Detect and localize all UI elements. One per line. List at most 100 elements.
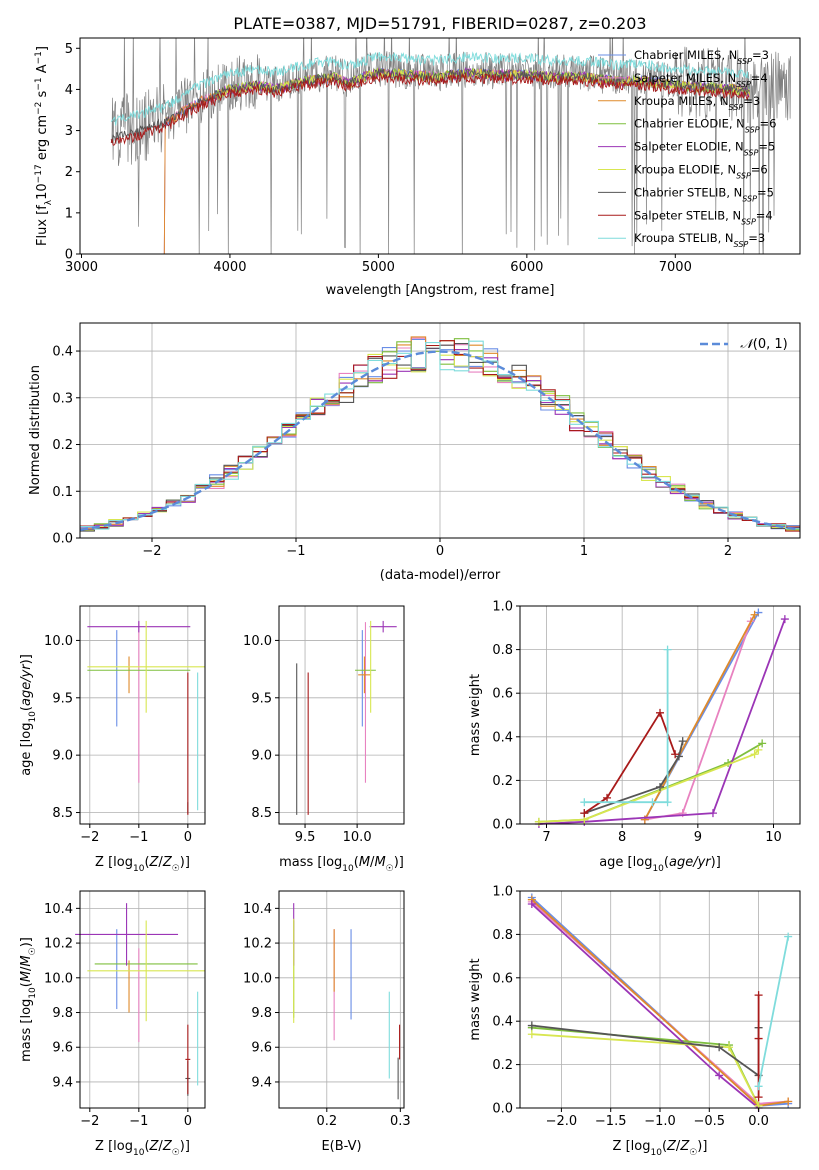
model-spectrum-kroupa-stelib <box>110 51 750 126</box>
x-tick-label: 3000 <box>65 260 98 275</box>
y-tick-label: 1 <box>65 206 73 221</box>
y-tick-label: 0.4 <box>492 730 513 745</box>
y-tick-label: 10.4 <box>243 902 272 917</box>
y-tick-label: 0.2 <box>492 774 513 789</box>
data-point <box>784 1097 793 1106</box>
data-point <box>754 1093 763 1102</box>
x-axis-label: Z [log10(Z/Z☉)] <box>95 1139 190 1158</box>
x-tick-label: 0.3 <box>390 1114 411 1129</box>
x-tick-label: −1.0 <box>644 1114 676 1129</box>
data-point <box>603 793 612 802</box>
axes-frame <box>278 605 405 825</box>
axes-frame <box>79 37 801 255</box>
x-tick-label: 1 <box>580 544 588 559</box>
legend-label-salpeter-miles: Salpeter MILES, NSSP=4 <box>634 71 768 89</box>
massweight-vs-metallicity-panel: −2.0 −1.5 −1.0 −0.5 0.0 0.0 0.2 0.4 0.6 0.8 1.0 Z [… <box>468 885 801 1158</box>
legend-label-chabrier-stelib: Chabrier STELIB, NSSP=5 <box>634 185 774 203</box>
series-salpeter-stelib <box>754 991 763 1102</box>
x-tick-label: 10.0 <box>343 830 372 845</box>
residuals-panel: −2 −1 0 1 2 0.0 0.1 0.2 0.3 0.4 (data-model)/error… <box>28 322 801 583</box>
x-tick-label: 8 <box>618 830 626 845</box>
series-line <box>538 749 760 823</box>
x-tick-label: 6000 <box>510 260 543 275</box>
data-point <box>580 798 589 807</box>
x-tick-label: 7 <box>542 830 550 845</box>
y-tick-label: 1.0 <box>492 885 513 900</box>
data-point <box>648 798 657 807</box>
legend-label-chabrier-miles: Chabrier MILES, NSSP=3 <box>634 48 769 66</box>
y-tick-label: 0.0 <box>52 532 73 547</box>
x-tick-label: −1 <box>286 544 305 559</box>
legend-label-normal: 𝒩(0, 1) <box>740 337 787 352</box>
axes-frame <box>519 605 801 825</box>
histogram-area <box>80 336 800 532</box>
axes-frame <box>278 890 405 1109</box>
y-tick-label: 0.4 <box>52 345 73 360</box>
y-tick-label: 9.4 <box>251 1075 272 1090</box>
y-tick-label: 2 <box>65 165 73 180</box>
data-point <box>750 610 759 619</box>
data-point <box>678 737 687 746</box>
data-point <box>663 645 672 654</box>
series-line <box>584 740 684 814</box>
data-point <box>750 750 759 759</box>
y-tick-label: 8.5 <box>52 806 73 821</box>
data-point <box>527 900 536 909</box>
y-tick-label: 0.8 <box>492 643 513 658</box>
data-point <box>663 798 672 807</box>
y-axis-label: mass [log10(M/M☉)] <box>19 937 38 1062</box>
x-axis-label: Z [log10(Z/Z☉)] <box>95 855 190 874</box>
massweight-vs-age-panel: 7 8 9 10 0.0 0.2 0.4 0.6 0.8 1.0 age [log10(age/yr… <box>468 600 801 874</box>
y-tick-label: 10.2 <box>243 937 272 952</box>
data-point <box>715 1071 724 1080</box>
spectrum-panel: 3000 4000 5000 6000 7000 0 1 2 3 4 5 wavelength [An… <box>34 37 801 298</box>
x-tick-label: 0.2 <box>316 1114 337 1129</box>
y-tick-label: 9.8 <box>251 1006 272 1021</box>
x-tick-label: 0 <box>184 1114 192 1129</box>
errorbar-kroupa-elodie <box>87 920 205 1022</box>
legend-label-kroupa-miles: Kroupa MILES, NSSP=3 <box>634 94 760 112</box>
x-tick-label: −2 <box>80 1114 99 1129</box>
data-point <box>754 1082 763 1091</box>
y-axis-label: mass weight <box>468 958 483 1040</box>
series-line <box>531 1024 760 1078</box>
mass-vs-ebv-panel: 0.2 0.3 9.4 9.6 9.8 10.0 10.2 10.4 E(B-V) <box>243 890 411 1154</box>
series-chabrier-elodie <box>534 739 767 826</box>
y-tick-label: 9.6 <box>52 1041 73 1056</box>
x-tick-label: −2.0 <box>546 1114 578 1129</box>
x-axis-label: mass [log10(M/M☉)] <box>279 855 404 874</box>
y-tick-label: 10.2 <box>44 937 73 952</box>
y-tick-label: 0.6 <box>492 687 513 702</box>
x-tick-label: −2 <box>80 830 99 845</box>
errorbar-kroupa-elodie <box>87 620 205 713</box>
series-kroupa-stelib <box>580 645 672 807</box>
errorbar-salpeter-elodie <box>75 903 179 966</box>
y-tick-label: 9.5 <box>52 691 73 706</box>
y-tick-label: 10.0 <box>243 971 272 986</box>
x-axis-label: age [log10(age/yr)] <box>599 855 721 874</box>
y-tick-label: 0 <box>65 248 73 263</box>
x-tick-label: −1.5 <box>595 1114 627 1129</box>
y-tick-label: 8.5 <box>251 806 272 821</box>
x-tick-label: −1 <box>129 1114 148 1129</box>
legend-label-kroupa-elodie: Kroupa ELODIE, NSSP=6 <box>634 163 768 181</box>
data-point <box>708 809 717 818</box>
model-spectrum-salpeter-stelib <box>110 72 750 146</box>
axes-frame <box>79 890 206 1109</box>
x-axis-label: wavelength [Angstrom, rest frame] <box>326 283 555 298</box>
x-tick-label: 0 <box>184 830 192 845</box>
y-tick-label: 0.2 <box>492 1058 513 1073</box>
errorbar-salpeter-elodie <box>369 620 397 633</box>
legend-label-salpeter-stelib: Salpeter STELIB, NSSP=4 <box>634 208 773 226</box>
data-point <box>527 1021 536 1030</box>
series-line <box>757 936 790 1087</box>
y-tick-label: 9.0 <box>52 749 73 764</box>
x-axis-label: Z [log10(Z/Z☉)] <box>613 1139 708 1158</box>
legend-label-chabrier-elodie: Chabrier ELODIE, NSSP=6 <box>634 117 776 135</box>
y-tick-label: 10.4 <box>44 902 73 917</box>
x-tick-label: −2 <box>142 544 161 559</box>
axes-frame <box>79 605 206 825</box>
data-point <box>715 1043 724 1052</box>
data-point <box>754 745 763 754</box>
